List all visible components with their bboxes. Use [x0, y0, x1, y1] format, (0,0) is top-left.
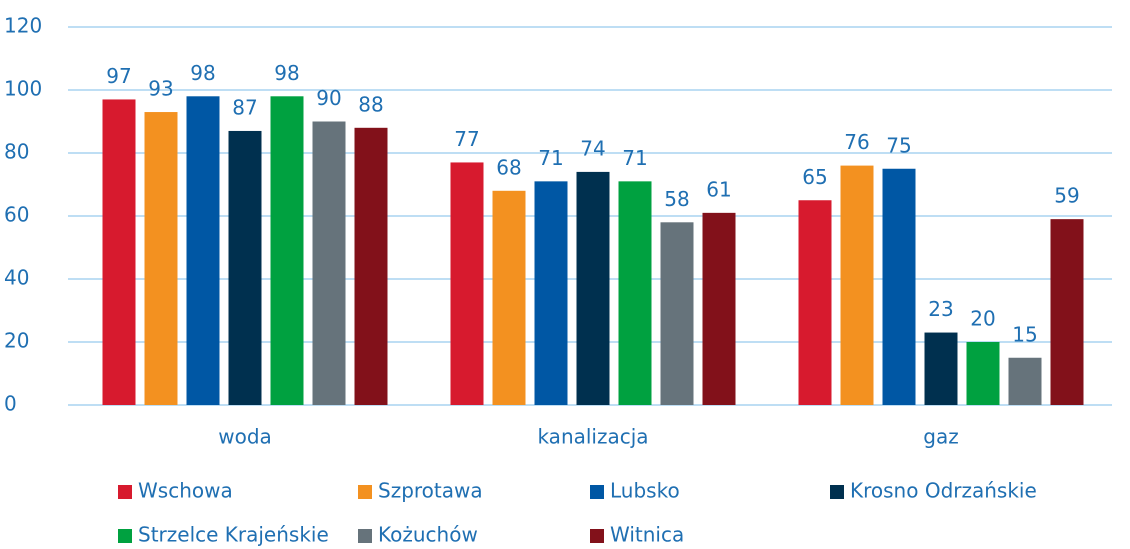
bar	[102, 99, 136, 405]
y-tick-label: 0	[4, 392, 17, 416]
data-label: 98	[274, 61, 299, 85]
x-tick-label: woda	[218, 425, 272, 449]
data-label: 58	[664, 187, 689, 211]
bar	[576, 171, 610, 405]
legend-swatch	[830, 485, 844, 499]
legend-swatch	[590, 485, 604, 499]
bar	[312, 121, 346, 405]
y-tick-label: 80	[4, 140, 29, 164]
bar	[228, 130, 262, 405]
data-label: 71	[622, 146, 647, 170]
bar	[1050, 219, 1084, 405]
legend-label: Lubsko	[610, 479, 680, 503]
legend-label: Wschowa	[138, 479, 233, 503]
data-label: 93	[148, 77, 173, 101]
bar	[1008, 357, 1042, 405]
bar	[840, 165, 874, 405]
data-label: 77	[454, 127, 479, 151]
y-tick-label: 100	[4, 77, 42, 101]
bar	[534, 181, 568, 405]
data-label: 97	[106, 64, 131, 88]
bar	[798, 200, 832, 405]
data-label: 74	[580, 136, 605, 160]
data-label: 68	[496, 155, 521, 179]
y-tick-label: 40	[4, 266, 29, 290]
bar	[966, 342, 1000, 405]
legend-label: Witnica	[610, 523, 684, 547]
bar	[882, 168, 916, 405]
data-label: 88	[358, 92, 383, 116]
legend-swatch	[358, 485, 372, 499]
bar	[450, 162, 484, 405]
y-tick-label: 120	[4, 14, 42, 38]
data-label: 76	[844, 130, 869, 154]
data-label: 61	[706, 177, 731, 201]
data-label: 65	[802, 165, 827, 189]
data-label: 20	[970, 307, 995, 331]
bar	[354, 127, 388, 406]
data-label: 90	[316, 86, 341, 110]
legend-swatch	[118, 485, 132, 499]
y-tick-label: 60	[4, 203, 29, 227]
data-label: 98	[190, 61, 215, 85]
legend-label: Szprotawa	[378, 479, 483, 503]
legend-label: Kożuchów	[378, 523, 478, 547]
bar	[702, 212, 736, 405]
x-tick-label: kanalizacja	[537, 425, 648, 449]
bar	[618, 181, 652, 405]
bar	[270, 96, 304, 406]
data-label: 59	[1054, 184, 1079, 208]
legend-label: Strzelce Krajeńskie	[138, 523, 329, 547]
data-label: 71	[538, 146, 563, 170]
legend-swatch	[590, 529, 604, 543]
bar	[186, 96, 220, 406]
bar	[144, 112, 178, 406]
legend-label: Krosno Odrzańskie	[850, 479, 1037, 503]
data-label: 75	[886, 133, 911, 157]
y-tick-label: 20	[4, 329, 29, 353]
legend-swatch	[118, 529, 132, 543]
data-label: 23	[928, 297, 953, 321]
data-label: 15	[1012, 322, 1037, 346]
bar	[492, 190, 526, 405]
data-label: 87	[232, 95, 257, 119]
bar	[924, 332, 958, 405]
bar	[660, 222, 694, 405]
legend-swatch	[358, 529, 372, 543]
x-tick-label: gaz	[923, 425, 958, 449]
